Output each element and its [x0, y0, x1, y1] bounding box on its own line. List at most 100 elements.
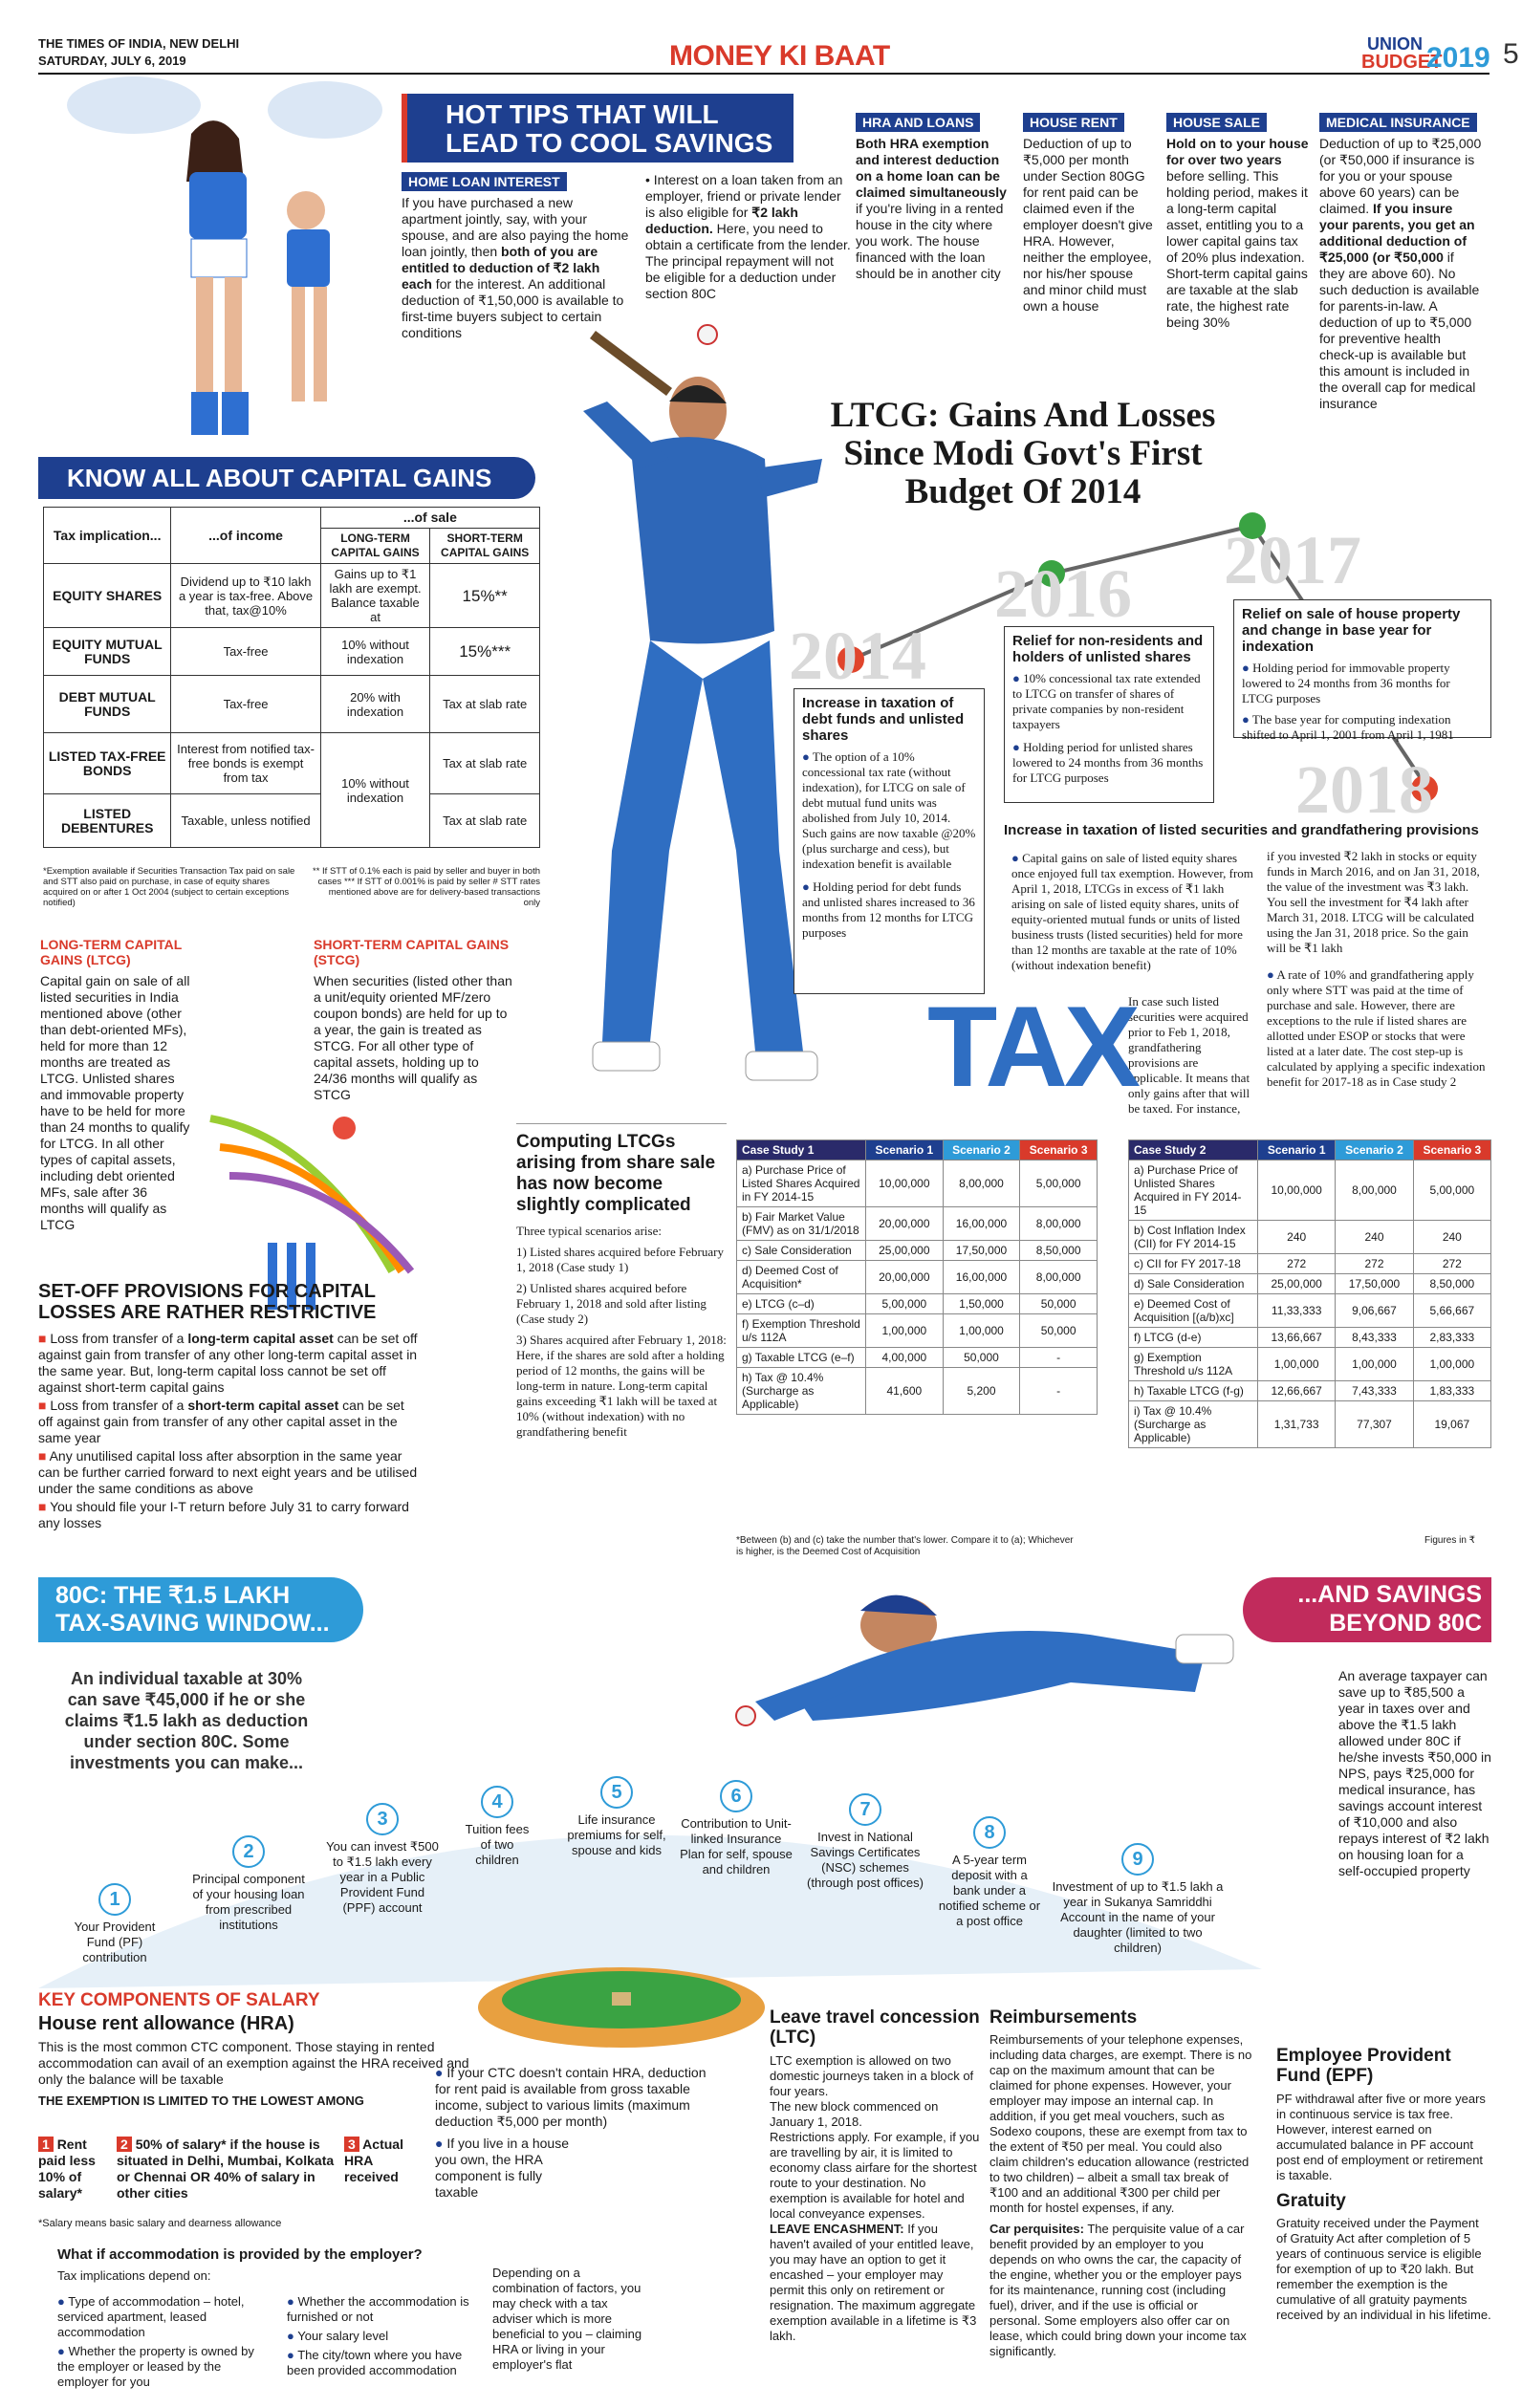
setoff-item-text: Loss from transfer of a [50, 1331, 188, 1346]
80c-item-number: 1 [98, 1883, 131, 1916]
year-2014: 2014 [789, 618, 926, 694]
cg-row-name: LISTED DEBENTURES [42, 793, 172, 848]
case-row-value: 17,50,000 [1335, 1273, 1414, 1294]
cs2-body: a) Purchase Price of Unlisted Shares Acq… [1128, 1160, 1492, 1448]
box-2017-p1: Holding period for immovable property lo… [1242, 661, 1483, 706]
ltc-section: Leave travel concession (LTC) LTC exempt… [770, 2007, 980, 2344]
year-2017: 2017 [1224, 522, 1361, 598]
setoff-item-text: can be set off against gain from transfe… [38, 1398, 404, 1445]
medical-text-2: if they are above 60). No such deduction… [1319, 249, 1480, 411]
union-label: UNION [1367, 34, 1423, 54]
hra-loans-bold: Both HRA exemption and interest deductio… [856, 136, 1007, 200]
case-row-value: 19,067 [1412, 1400, 1492, 1448]
box-2017-p2: The base year for computing indexation s… [1242, 712, 1483, 743]
case-row-value: 5,00,000 [865, 1293, 944, 1314]
no-hra-note-1: If your CTC doesn't contain HRA, deducti… [435, 2065, 712, 2130]
80c-item: 9 Investment of up to ₹1.5 lakh a year i… [1052, 1843, 1224, 1956]
case-row-value: 240 [1256, 1220, 1337, 1254]
car-perquisites-heading: Car perquisites: [989, 2222, 1084, 2236]
case-row-label: c) Sale Consideration [736, 1240, 866, 1261]
case-row-label: f) LTCG (d-e) [1128, 1327, 1258, 1348]
case-row-value: 9,06,667 [1335, 1293, 1414, 1328]
case-row-value: 5,200 [942, 1367, 1021, 1415]
table-row: EQUITY SHARES Dividend up to ₹10 lakh a … [42, 563, 540, 628]
table-row: c) CII for FY 2017-18 272 272 272 [1128, 1253, 1492, 1274]
case-row-value: 1,00,000 [1335, 1347, 1414, 1381]
case-row-value: 240 [1335, 1220, 1414, 1254]
thumbs-down-icon [837, 646, 864, 673]
case-footnote: *Between (b) and (c) take the number tha… [736, 1535, 1074, 1557]
table-row: g) Exemption Threshold u/s 112A 1,00,000 1… [1128, 1347, 1492, 1381]
case-row-value: 11,33,333 [1256, 1293, 1337, 1328]
stadium-icon [478, 1967, 765, 2048]
capital-gains-table: Tax implication... ...of income ...of sa… [42, 507, 541, 848]
80c-item: 7 Invest in National Savings Certificate… [803, 1793, 927, 1891]
hot-tips-title-2: LEAD TO COOL SAVINGS [446, 128, 773, 158]
80c-item-text: Your Provident Fund (PF) contribution [74, 1920, 156, 1964]
case-row-label: a) Purchase Price of Unlisted Shares Acq… [1128, 1160, 1258, 1221]
house-rent-tag: HOUSE RENT [1023, 113, 1124, 132]
case-row-value: 272 [1335, 1253, 1414, 1274]
80c-item: 5 Life insurance premiums for self, spou… [564, 1776, 669, 1858]
cricket-ball-icon [697, 324, 718, 345]
gratuity-title: Gratuity [1276, 2191, 1346, 2211]
stcg-def-title: SHORT-TERM CAPITAL GAINS (STCG) [314, 937, 510, 967]
80c-item-number: 2 [232, 1835, 265, 1868]
home-loan-text-1b: both of you are entitled to deduction of… [402, 244, 600, 292]
epf-text: PF withdrawal after five or more years i… [1276, 2092, 1486, 2182]
hra-loans-tag: HRA AND LOANS [856, 113, 981, 132]
year-2016: 2016 [994, 555, 1132, 632]
computing-scenario-1: 1) Listed shares acquired before Februar… [516, 1245, 724, 1274]
paper-name: THE TIMES OF INDIA, NEW DELHI [38, 36, 240, 51]
80c-intro: An individual taxable at 30% can save ₹4… [64, 1669, 309, 1772]
cg-row-lt: 10% without indexation [319, 627, 431, 676]
setoff-section: SET-OFF PROVISIONS FOR CAPITAL LOSSES AR… [38, 1281, 421, 1531]
cs1-col: Scenario 2 [942, 1139, 1021, 1161]
beyond-80c-text: An average taxpayer can save up to ₹85,5… [1338, 1668, 1491, 1878]
table-row: EQUITY MUTUAL FUNDS Tax-free 10% without… [42, 627, 540, 676]
table-row: f) Exemption Threshold u/s 112A 1,00,000 1… [736, 1313, 1098, 1348]
cs2-title: Case Study 2 [1128, 1139, 1258, 1161]
cs1-col: Scenario 3 [1019, 1139, 1098, 1161]
case-row-label: h) Tax @ 10.4% (Surcharge as Applicable) [736, 1367, 866, 1415]
80c-item-number: 7 [849, 1793, 881, 1826]
depends-item: Whether the property is owned by the emp… [57, 2344, 263, 2390]
box-2017: Relief on sale of house property and cha… [1233, 599, 1491, 742]
cg-row-lt: Gains up to ₹1 lakh are exempt. Balance … [319, 563, 431, 628]
ltcg-headline-1: LTCG: Gains And Losses [830, 396, 1216, 435]
beyond-banner-2: BEYOND 80C [1329, 1610, 1482, 1637]
box-2014-title: Increase in taxation of debt funds and u… [802, 695, 965, 744]
80c-banner-2: TAX-SAVING WINDOW... [55, 1610, 330, 1637]
beyond-banner-1: ...AND SAVINGS [1297, 1581, 1482, 1608]
cg-row-st: Tax at slab rate [429, 675, 540, 733]
table-row: b) Fair Market Value (FMV) as on 31/1/20… [736, 1206, 1098, 1241]
home-loan-text-1c: for the interest. An additional deductio… [402, 276, 624, 340]
batsman-illustration [583, 324, 822, 1081]
salary-title: KEY COMPONENTS OF SALARY [38, 1990, 320, 2010]
setoff-item-bold: short-term capital asset [187, 1398, 339, 1413]
leave-encashment-heading: LEAVE ENCASHMENT: [770, 2222, 904, 2236]
80c-item-number: 4 [481, 1786, 513, 1818]
cg-row-st: 15%** [429, 563, 540, 628]
case-row-value: 5,00,000 [1019, 1160, 1098, 1207]
figures-note: Figures in ₹ [1424, 1535, 1476, 1546]
80c-item-text: Tuition fees of two children [465, 1822, 530, 1867]
employer-accommodation: What if accommodation is provided by the… [57, 2246, 507, 2284]
ltcg-def-text: Capital gain on sale of all listed secur… [40, 973, 190, 1232]
80c-item-number: 8 [973, 1816, 1006, 1849]
hra-loans-body: if you're living in a rented house in th… [856, 201, 1004, 281]
case-row-value: 16,00,000 [942, 1206, 1021, 1241]
gratuity-text: Gratuity received under the Payment of G… [1276, 2216, 1491, 2322]
setoff-item-bold: long-term capital asset [187, 1331, 334, 1346]
hra-option-1-text: Rent paid less 10% of salary* [38, 2137, 96, 2201]
box-2014-p2: Holding period for debt funds and unlist… [802, 879, 976, 941]
box-2017-title: Relief on sale of house property and cha… [1242, 606, 1461, 655]
case-row-value: 4,00,000 [865, 1347, 944, 1368]
cs1-body: a) Purchase Price of Listed Shares Acqui… [736, 1160, 1098, 1415]
table-row: e) LTCG (c–d) 5,00,000 1,50,000 50,000 [736, 1293, 1098, 1314]
case-row-value: 12,66,667 [1256, 1380, 1337, 1401]
hra-limit: THE EXEMPTION IS LIMITED TO THE LOWEST A… [38, 2093, 364, 2108]
hra-option-2-text: 50% of salary* if the house is situated … [117, 2137, 335, 2201]
hra-option-3-text: Actual HRA received [344, 2137, 403, 2184]
case-row-value: 20,00,000 [865, 1260, 944, 1294]
